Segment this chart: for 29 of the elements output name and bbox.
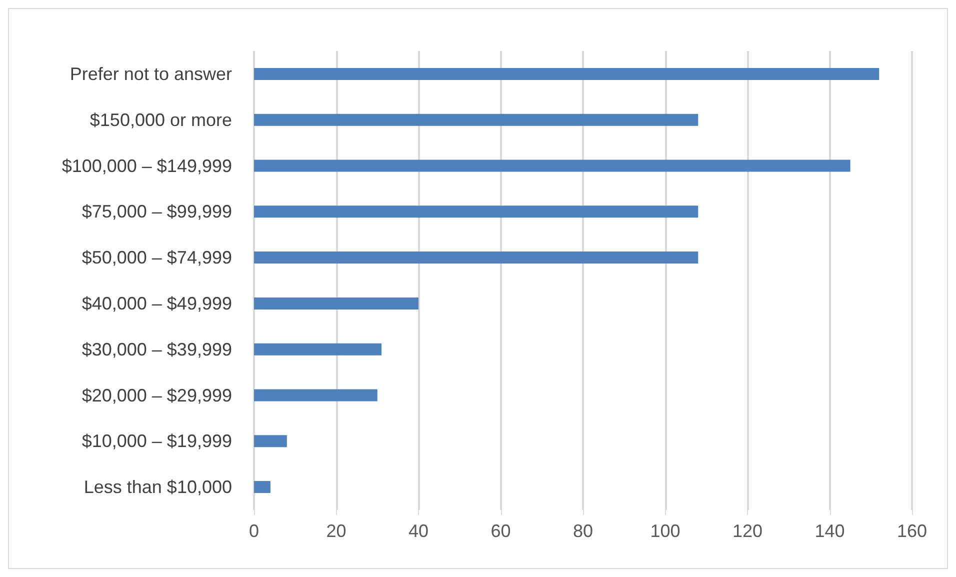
- y-tick-label: $20,000 – $29,999: [82, 385, 232, 406]
- bar: [254, 114, 698, 126]
- bar: [254, 389, 378, 402]
- bar: [254, 252, 698, 264]
- y-tick-label: Less than $10,000: [84, 477, 232, 498]
- x-tick-label: 80: [572, 521, 594, 541]
- y-tick-label: $150,000 or more: [90, 110, 232, 130]
- bar: [254, 206, 698, 218]
- x-tick-label: 100: [650, 521, 680, 541]
- y-tick-label: $40,000 – $49,999: [82, 293, 232, 314]
- bar: [254, 297, 418, 310]
- x-tick-label: 120: [732, 521, 763, 541]
- y-tick-label: $10,000 – $19,999: [82, 431, 232, 452]
- bar: [254, 68, 880, 80]
- y-tick-label: $75,000 – $99,999: [82, 202, 232, 222]
- bar: [254, 343, 382, 356]
- x-tick-label: 140: [814, 521, 845, 541]
- x-tick-label: 0: [248, 521, 260, 541]
- bar: [254, 160, 850, 172]
- y-tick-label: Prefer not to answer: [70, 64, 232, 84]
- y-tick-label: $50,000 – $74,999: [82, 248, 232, 268]
- x-tick-label: 40: [408, 521, 429, 541]
- x-tick-label: 20: [326, 521, 346, 541]
- bar: [254, 435, 287, 448]
- bar: [254, 481, 270, 494]
- y-tick-label: $30,000 – $39,999: [82, 339, 232, 360]
- x-tick-label: 60: [490, 521, 511, 541]
- y-tick-label: $100,000 – $149,999: [62, 156, 232, 176]
- x-tick-label: 160: [896, 521, 928, 541]
